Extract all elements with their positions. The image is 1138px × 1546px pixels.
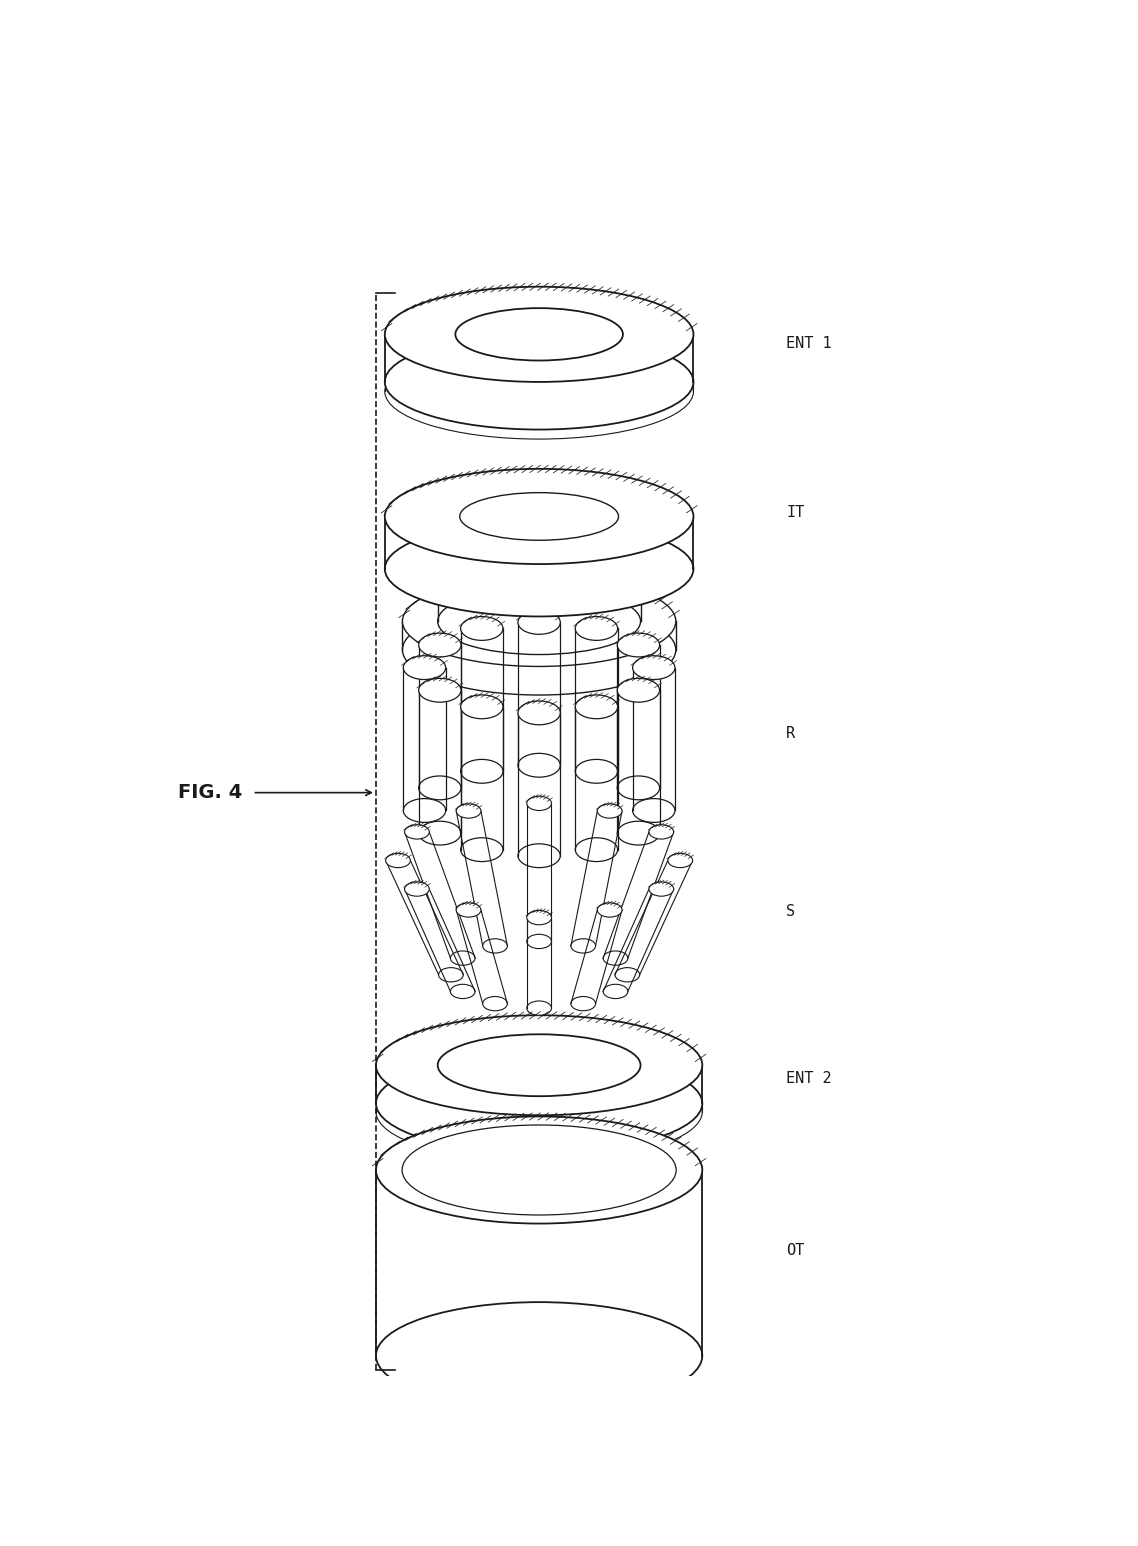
Ellipse shape	[460, 493, 619, 540]
Ellipse shape	[376, 1053, 702, 1153]
Ellipse shape	[518, 844, 560, 867]
Ellipse shape	[438, 587, 641, 654]
Ellipse shape	[385, 468, 693, 564]
Ellipse shape	[617, 776, 660, 799]
Ellipse shape	[402, 1125, 676, 1215]
Ellipse shape	[403, 799, 446, 822]
Ellipse shape	[633, 656, 675, 680]
Ellipse shape	[403, 604, 676, 696]
Text: OT: OT	[786, 1243, 805, 1258]
Ellipse shape	[576, 617, 618, 640]
Ellipse shape	[633, 799, 675, 822]
Ellipse shape	[617, 821, 660, 846]
Text: IT: IT	[786, 506, 805, 521]
Text: R: R	[786, 725, 795, 741]
Ellipse shape	[376, 1016, 702, 1115]
Ellipse shape	[385, 521, 693, 617]
Ellipse shape	[385, 334, 693, 430]
Ellipse shape	[527, 911, 552, 925]
Ellipse shape	[603, 985, 628, 999]
Ellipse shape	[456, 903, 481, 917]
Ellipse shape	[419, 821, 461, 846]
Ellipse shape	[571, 938, 595, 952]
Ellipse shape	[649, 881, 674, 897]
Ellipse shape	[438, 1034, 641, 1096]
Ellipse shape	[461, 694, 503, 719]
Ellipse shape	[518, 611, 560, 634]
Ellipse shape	[617, 679, 660, 702]
Ellipse shape	[461, 838, 503, 861]
Ellipse shape	[451, 951, 475, 965]
Ellipse shape	[461, 759, 503, 784]
Ellipse shape	[385, 286, 693, 382]
Ellipse shape	[376, 1116, 702, 1223]
Ellipse shape	[527, 796, 552, 810]
Ellipse shape	[617, 634, 660, 657]
Ellipse shape	[376, 1302, 702, 1410]
Ellipse shape	[451, 985, 475, 999]
Ellipse shape	[419, 634, 461, 657]
Ellipse shape	[615, 968, 640, 982]
Ellipse shape	[576, 838, 618, 861]
Ellipse shape	[518, 700, 560, 725]
Ellipse shape	[419, 679, 461, 702]
Text: ENT 2: ENT 2	[786, 1071, 832, 1085]
Ellipse shape	[376, 1062, 702, 1161]
Ellipse shape	[456, 804, 481, 818]
Ellipse shape	[438, 968, 463, 982]
Ellipse shape	[603, 951, 628, 965]
Ellipse shape	[649, 824, 674, 839]
Ellipse shape	[571, 997, 595, 1011]
Ellipse shape	[461, 617, 503, 640]
Ellipse shape	[668, 853, 693, 867]
Ellipse shape	[527, 1000, 552, 1016]
Ellipse shape	[385, 343, 693, 439]
Ellipse shape	[518, 753, 560, 778]
Text: ENT 1: ENT 1	[786, 337, 832, 351]
Ellipse shape	[405, 881, 429, 897]
Ellipse shape	[405, 824, 429, 839]
Ellipse shape	[386, 853, 411, 867]
Ellipse shape	[483, 997, 508, 1011]
Ellipse shape	[597, 903, 622, 917]
Ellipse shape	[483, 938, 508, 952]
Ellipse shape	[527, 934, 552, 949]
Text: FIG. 4: FIG. 4	[178, 784, 241, 802]
Ellipse shape	[438, 535, 641, 603]
Text: S: S	[786, 904, 795, 920]
Ellipse shape	[576, 759, 618, 784]
Ellipse shape	[455, 308, 622, 360]
Ellipse shape	[419, 776, 461, 799]
Ellipse shape	[576, 694, 618, 719]
Ellipse shape	[403, 656, 446, 680]
Ellipse shape	[403, 577, 676, 666]
Ellipse shape	[597, 804, 622, 818]
